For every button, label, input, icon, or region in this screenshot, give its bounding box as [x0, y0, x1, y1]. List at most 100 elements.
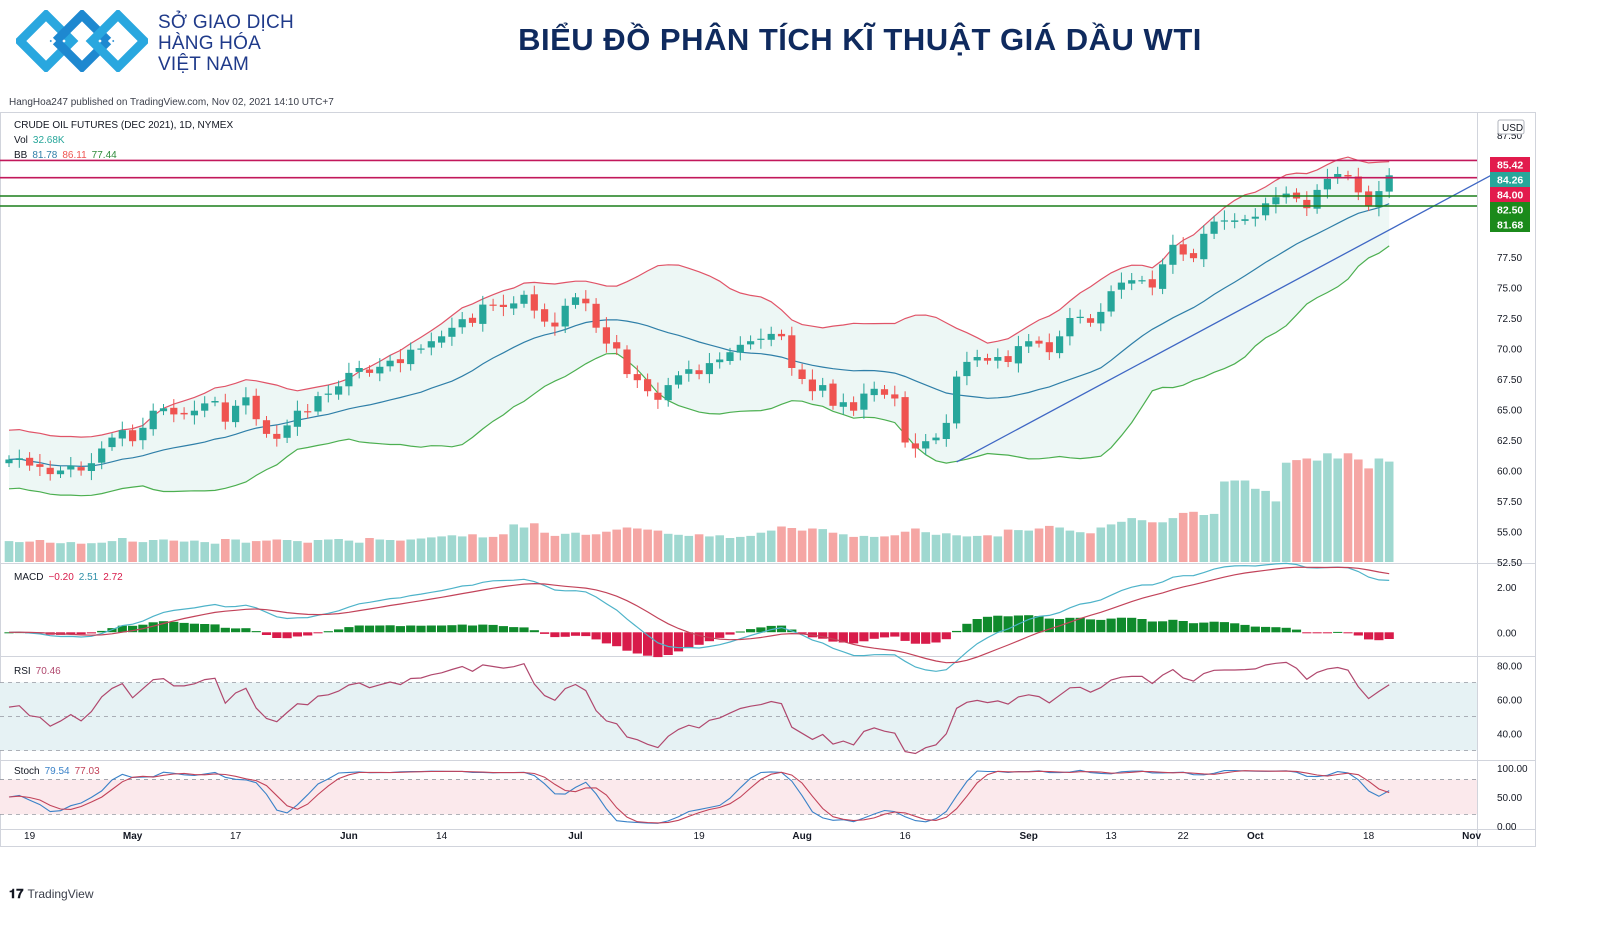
legend-bollinger-part: 86.11 — [62, 150, 87, 161]
volume-bar — [828, 532, 838, 562]
volume-bar — [427, 537, 436, 562]
candle-body — [901, 397, 909, 443]
macd-histogram-bar — [1065, 617, 1075, 633]
price-tick-label: 52.50 — [1497, 558, 1522, 569]
candle-body — [221, 402, 229, 422]
volume-bar — [1003, 529, 1013, 562]
price-level-tag — [1490, 217, 1530, 232]
stoch-tick-label: 100.00 — [1497, 764, 1528, 775]
macd-histogram-bar — [1322, 632, 1332, 634]
candle-body — [365, 369, 374, 373]
volume-bar — [97, 542, 106, 562]
volume-bar — [972, 535, 982, 562]
volume-bar — [1086, 533, 1095, 563]
legend-macd-part: 2.51 — [79, 572, 99, 583]
candle-body — [891, 394, 899, 399]
tradingview-chart[interactable]: 87.50 77.50 75.00 72.50 70.00 67.50 65.00 62.50… — [0, 112, 1560, 882]
candle-body — [1097, 311, 1105, 324]
volume-bar — [303, 542, 312, 562]
macd-histogram-bar — [1281, 627, 1291, 633]
macd-histogram-bar — [560, 632, 570, 637]
candle-body — [870, 388, 878, 396]
legend-macd-part: MACD — [14, 572, 43, 583]
volume-bar — [1178, 512, 1188, 562]
legend-volume: Vol 32.68K — [14, 135, 65, 146]
volume-bar — [591, 534, 601, 562]
macd-histogram-bar — [1085, 619, 1096, 633]
volume-bar — [1251, 488, 1260, 562]
candle-body — [1189, 253, 1198, 259]
candle-body — [149, 410, 157, 430]
price-tick-label: 55.00 — [1497, 528, 1522, 539]
volume-bar — [931, 534, 941, 562]
macd-histogram-bar — [684, 632, 694, 648]
candle-body — [664, 385, 672, 401]
volume-bar — [715, 535, 724, 562]
candle-body — [396, 359, 404, 364]
volume-bar — [1292, 460, 1301, 562]
macd-histogram-bar — [1302, 632, 1312, 634]
volume-bar — [365, 538, 374, 562]
macd-histogram-bar — [375, 625, 385, 633]
macd-histogram-bar — [457, 624, 467, 633]
candle-body — [499, 304, 507, 307]
volume-bar — [1220, 481, 1229, 562]
candle-body — [1066, 318, 1074, 337]
tradingview-brand[interactable]: 𝟏𝟕 TradingView — [9, 886, 94, 902]
macd-tick-label: 2.00 — [1497, 583, 1517, 594]
volume-bar — [56, 543, 65, 562]
volume-bar — [643, 529, 652, 562]
bollinger-fill — [9, 157, 1390, 496]
macd-histogram-bar — [643, 632, 653, 656]
candle-body — [973, 357, 981, 361]
macd-histogram-bar — [1024, 615, 1034, 633]
candle-body — [942, 422, 950, 439]
volume-bar — [602, 531, 611, 562]
volume-bar — [777, 526, 786, 562]
candle-body — [530, 294, 538, 311]
volume-bar — [694, 534, 704, 562]
volume-bar — [1014, 530, 1023, 562]
macd-histogram-bar — [97, 630, 107, 633]
candle-body — [994, 357, 1002, 361]
volume-bar — [880, 536, 889, 562]
candle-body — [695, 370, 703, 375]
candle-body — [427, 341, 435, 348]
candle-body — [1323, 178, 1331, 190]
volume-bar — [1271, 501, 1281, 562]
candle-body — [242, 397, 250, 406]
volume-bar — [1199, 515, 1209, 562]
macd-histogram-bar — [189, 623, 199, 633]
candle-body — [798, 369, 806, 379]
price-tick-label: 77.50 — [1497, 253, 1522, 264]
candle-body — [788, 335, 796, 368]
macd-histogram-bar — [982, 616, 993, 633]
volume-bar — [725, 538, 735, 562]
price-tick-label: 70.00 — [1497, 345, 1522, 356]
candle-body — [324, 393, 332, 395]
volume-bar — [674, 534, 683, 562]
candle-body — [685, 369, 693, 374]
volume-bar — [1106, 524, 1116, 562]
candle-body — [911, 443, 919, 449]
price-level-tag — [1490, 157, 1530, 172]
candle-body — [1025, 341, 1033, 347]
macd-histogram-bar — [952, 630, 962, 633]
macd-histogram-bar — [231, 628, 241, 633]
candle-body — [1220, 220, 1228, 222]
macd-histogram-bar — [1158, 621, 1168, 633]
stoch-band-fill — [0, 779, 1477, 815]
time-tick-label: 22 — [1178, 831, 1190, 842]
candle-body — [860, 393, 868, 410]
time-tick-label: 19 — [694, 831, 706, 842]
candle-body — [716, 359, 724, 363]
legend-macd: MACD −0.20 2.51 2.72 — [14, 572, 123, 583]
volume-bar — [839, 534, 848, 562]
logo-line-1: SỞ GIAO DỊCH — [158, 12, 294, 33]
macd-histogram-bar — [1261, 626, 1271, 633]
macd-histogram-bar — [828, 632, 838, 642]
macd-histogram-bar — [869, 632, 879, 639]
candle-body — [1210, 221, 1218, 234]
macd-histogram-bar — [385, 625, 395, 633]
candle-body — [1056, 336, 1064, 354]
